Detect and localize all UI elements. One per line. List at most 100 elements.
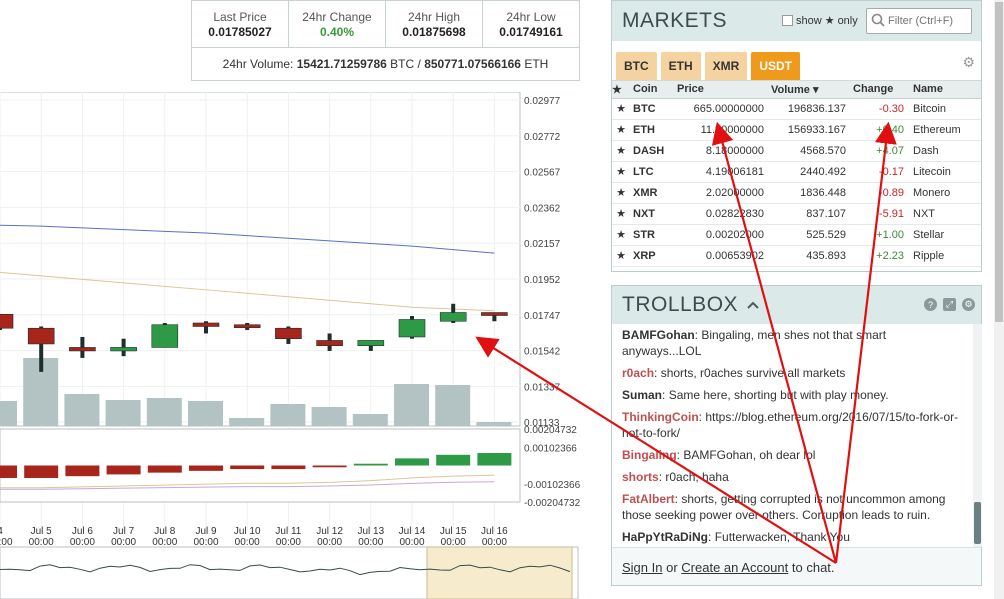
x-tick-time: 00:00 bbox=[235, 537, 260, 548]
coin-name: Litecoin bbox=[910, 161, 981, 183]
table-row[interactable]: ★ NXT 0.02822830 837.107 -5.91 NXT bbox=[612, 203, 981, 225]
table-row[interactable]: ★ XMR 2.02000000 1836.448 -0.89 Monero bbox=[612, 182, 981, 204]
x-tick-day: 4 bbox=[0, 526, 3, 537]
gear-icon[interactable]: ⚙ bbox=[962, 54, 975, 70]
chat-scrollbar[interactable] bbox=[973, 324, 982, 547]
table-row[interactable]: ★ ETH 11.90000000 156933.167 +0.40 Ethereum bbox=[612, 119, 981, 141]
x-tick-day: Jul 16 bbox=[481, 526, 508, 537]
star-icon[interactable]: ★ bbox=[612, 182, 630, 204]
coin-volume: 196836.137 bbox=[768, 98, 850, 120]
trollbox-header: TROLLBOX ? ⤢ ⚙ bbox=[612, 286, 981, 324]
chat-messages[interactable]: BAMFGohan: Bingaling, men shes not that … bbox=[612, 324, 973, 547]
stats-row: Last Price 0.01785027 24hr Change 0.40% … bbox=[192, 1, 579, 48]
show-starred-toggle[interactable]: show ★ only bbox=[782, 14, 858, 27]
trollbox-title: TROLLBOX bbox=[622, 293, 739, 316]
create-account-link[interactable]: Create an Account bbox=[681, 560, 789, 575]
chevron-up-icon[interactable] bbox=[746, 297, 760, 313]
star-icon[interactable]: ★ bbox=[612, 119, 630, 141]
candle-body bbox=[192, 322, 220, 327]
help-icon[interactable]: ? bbox=[924, 298, 937, 311]
page-scrollbar[interactable] bbox=[994, 0, 1004, 599]
only-label: only bbox=[837, 14, 858, 27]
x-tick-day: Jul 15 bbox=[440, 526, 467, 537]
chat-username[interactable]: Suman bbox=[622, 388, 663, 402]
x-tick-time: 00:00 bbox=[111, 537, 136, 548]
chat-message: BAMFGohan: Bingaling, men shes not that … bbox=[622, 327, 963, 359]
coin-name: Monero bbox=[910, 182, 981, 204]
coin-volume: 156933.167 bbox=[768, 119, 850, 141]
x-tick-time: 00:00 bbox=[70, 537, 95, 548]
macd-bar bbox=[147, 465, 182, 473]
stat-label: 24hr Low bbox=[506, 10, 556, 24]
star-icon[interactable]: ★ bbox=[612, 203, 630, 225]
chat-username[interactable]: r0ach bbox=[622, 366, 655, 380]
star-icon[interactable]: ★ bbox=[612, 98, 630, 120]
tab-btc[interactable]: BTC bbox=[616, 52, 657, 80]
table-row[interactable]: ★ LTC 4.19006181 2440.492 -0.17 Litecoin bbox=[612, 161, 981, 183]
filter-box[interactable] bbox=[866, 8, 972, 34]
chat-message: Bingaling: BAMFGohan, oh dear lol bbox=[622, 447, 963, 463]
col-change[interactable]: Change bbox=[850, 81, 910, 99]
x-tick-day: Jul 10 bbox=[234, 526, 261, 537]
macd-bar bbox=[353, 463, 388, 466]
star-icon[interactable]: ★ bbox=[612, 224, 630, 246]
chat-text: Same here, shorting but with play money. bbox=[668, 388, 889, 402]
markets-title: MARKETS bbox=[622, 9, 728, 32]
x-tick-day: Jul 14 bbox=[399, 526, 426, 537]
star-icon[interactable]: ★ bbox=[612, 245, 630, 267]
col-volume[interactable]: Volume ▾ bbox=[768, 81, 850, 99]
ma-short-line bbox=[0, 271, 495, 312]
stat-label: 24hr Change bbox=[302, 10, 372, 24]
stat-24hr-low: 24hr Low 0.01749161 bbox=[483, 1, 579, 47]
popout-icon[interactable]: ⤢ bbox=[943, 298, 956, 311]
coin-change: -0.89 bbox=[850, 182, 910, 204]
star-column-icon[interactable]: ★ bbox=[612, 81, 630, 99]
col-price[interactable]: Price bbox=[674, 81, 768, 99]
chat-username[interactable]: Bingaling bbox=[622, 448, 677, 462]
page-scroll-thumb[interactable] bbox=[995, 2, 1003, 322]
col-coin[interactable]: Coin bbox=[630, 81, 674, 99]
show-starred-checkbox[interactable] bbox=[782, 15, 793, 26]
star-icon[interactable]: ★ bbox=[612, 161, 630, 183]
chat-username[interactable]: HaPpYtRaDiNg bbox=[622, 530, 709, 544]
chat-text: BAMFGohan, oh dear lol bbox=[683, 448, 816, 462]
stat-24hr-high: 24hr High 0.01875698 bbox=[386, 1, 483, 47]
tab-xmr[interactable]: XMR bbox=[704, 52, 748, 80]
chat-username[interactable]: FatAlbert bbox=[622, 492, 675, 506]
star-icon[interactable]: ★ bbox=[612, 140, 630, 162]
chat-username[interactable]: ThinkingCoin bbox=[622, 410, 699, 424]
price-tick-label: 0.01747 bbox=[524, 311, 561, 322]
coin-volume: 837.107 bbox=[768, 203, 850, 225]
tab-eth[interactable]: ETH bbox=[660, 52, 701, 80]
x-tick-time: 00:00 bbox=[317, 537, 342, 548]
coin-symbol: BTC bbox=[630, 98, 674, 120]
gear-icon[interactable]: ⚙ bbox=[962, 298, 975, 311]
volume-bar bbox=[476, 422, 512, 426]
candle-body bbox=[275, 327, 302, 340]
chat-scroll-thumb[interactable] bbox=[974, 502, 981, 544]
x-tick-time: 00:00 bbox=[29, 537, 54, 548]
volume-bar bbox=[435, 385, 471, 426]
table-header-row: ★ Coin Price Volume ▾ Change Name bbox=[612, 81, 981, 99]
candle-body bbox=[233, 324, 261, 329]
volume-bar bbox=[352, 414, 388, 426]
coin-volume: 4568.570 bbox=[768, 140, 850, 162]
table-row[interactable]: ★ STR 0.00202000 525.529 +1.00 Stellar bbox=[612, 224, 981, 246]
table-row[interactable]: ★ XRP 0.00653902 435.893 +2.23 Ripple bbox=[612, 245, 981, 267]
chat-text: Futterwacken, Thank You bbox=[714, 530, 850, 544]
x-tick-time: 00:00 bbox=[276, 537, 301, 548]
table-row[interactable]: ★ BTC 665.00000000 196836.137 -0.30 Bitcoin bbox=[612, 98, 981, 120]
chat-username[interactable]: shorts bbox=[622, 470, 659, 484]
sign-in-link[interactable]: Sign In bbox=[622, 560, 663, 575]
filter-input[interactable] bbox=[888, 15, 966, 27]
stat-last-price: Last Price 0.01785027 bbox=[192, 1, 289, 47]
chat-username[interactable]: BAMFGohan bbox=[622, 328, 695, 342]
table-row[interactable]: ★ DASH 8.18000000 4568.570 +4.07 Dash bbox=[612, 140, 981, 162]
candle-body bbox=[398, 319, 426, 338]
chat-colon: : bbox=[708, 530, 715, 544]
tab-usdt[interactable]: USDT bbox=[751, 52, 801, 80]
candle-body bbox=[357, 340, 385, 346]
coin-price: 0.02822830 bbox=[674, 203, 768, 225]
price-chart[interactable]: 0.02977 0.02772 0.02567 0.02362 0.02157 0.019… bbox=[0, 92, 580, 599]
col-name[interactable]: Name bbox=[910, 81, 981, 99]
